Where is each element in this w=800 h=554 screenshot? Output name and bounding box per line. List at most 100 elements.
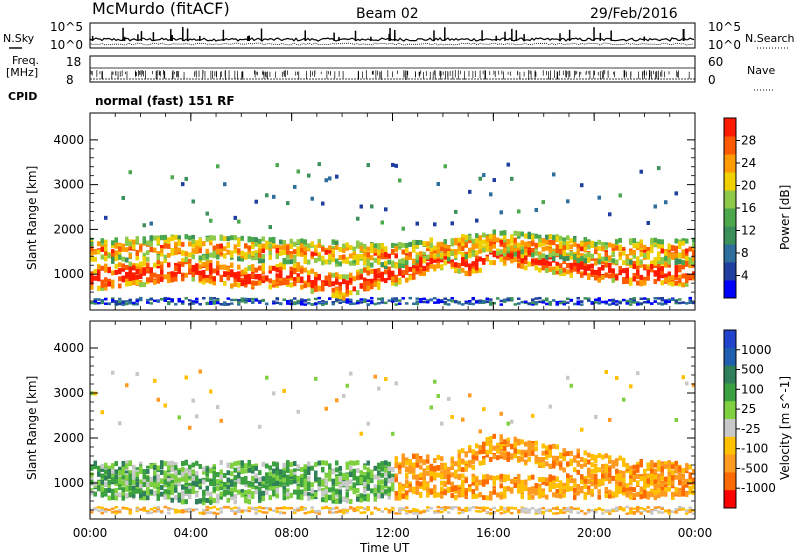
echo-cell bbox=[391, 276, 395, 282]
echo-cell bbox=[261, 265, 265, 271]
echo-cell bbox=[608, 458, 612, 464]
echo-cell bbox=[475, 233, 479, 239]
echo-cell bbox=[608, 265, 612, 271]
echo-cell bbox=[657, 259, 661, 265]
echo-cell bbox=[230, 302, 234, 305]
echo-cell bbox=[604, 467, 608, 473]
echo-cell bbox=[660, 302, 664, 305]
echo-cell bbox=[149, 272, 153, 278]
echo-cell bbox=[261, 461, 265, 467]
echo-cell bbox=[583, 494, 587, 500]
echo-cell bbox=[475, 243, 479, 249]
echo-cell bbox=[447, 477, 451, 483]
echo-cell bbox=[443, 490, 447, 496]
noise-tick-right-top: 10^5 bbox=[708, 20, 741, 34]
echo-cell bbox=[272, 302, 276, 305]
echo-cell bbox=[132, 485, 136, 491]
echo-cell bbox=[440, 300, 444, 303]
echo-cell bbox=[342, 476, 346, 482]
echo-cell bbox=[100, 246, 104, 252]
echo-cell bbox=[566, 199, 570, 204]
echo-cell bbox=[653, 257, 657, 263]
echo-cell bbox=[356, 290, 360, 296]
echo-cell bbox=[457, 449, 461, 455]
echo-cell bbox=[359, 478, 363, 484]
echo-cell bbox=[366, 246, 370, 252]
echo-cell bbox=[177, 297, 181, 301]
echo-cell bbox=[527, 440, 531, 446]
echo-cell bbox=[366, 163, 370, 168]
echo-cell bbox=[461, 511, 465, 514]
echo-cell bbox=[489, 237, 493, 243]
echo-cell bbox=[363, 511, 367, 514]
echo-cell bbox=[611, 268, 615, 274]
echo-cell bbox=[286, 259, 290, 265]
echo-cell bbox=[195, 475, 199, 481]
noise-tick-right-bottom: 10^0 bbox=[708, 38, 741, 52]
echo-cell bbox=[408, 266, 412, 272]
echo-cell bbox=[566, 297, 570, 301]
echo-cell bbox=[205, 508, 209, 512]
echo-cell bbox=[118, 262, 122, 268]
echo-cell bbox=[90, 510, 94, 514]
echo-cell bbox=[657, 272, 661, 278]
echo-cell bbox=[275, 267, 279, 273]
echo-cell bbox=[114, 253, 118, 259]
noise-trace bbox=[89, 27, 695, 46]
echo-cell bbox=[100, 466, 104, 472]
echo-cell bbox=[492, 229, 496, 235]
echo-cell bbox=[660, 239, 664, 245]
echo-cell bbox=[139, 298, 143, 302]
echo-cell bbox=[625, 273, 629, 279]
echo-cell bbox=[293, 461, 297, 467]
echo-cell bbox=[107, 253, 111, 259]
echo-cell bbox=[149, 241, 153, 247]
echo-cell bbox=[531, 235, 535, 241]
echo-cell bbox=[237, 277, 241, 283]
echo-cell bbox=[517, 209, 521, 214]
echo-cell bbox=[156, 259, 160, 265]
echo-cell bbox=[104, 475, 108, 481]
echo-cell bbox=[573, 238, 577, 244]
echo-cell bbox=[394, 303, 398, 306]
echo-cell bbox=[111, 492, 115, 498]
echo-cell bbox=[216, 508, 220, 511]
echo-cell bbox=[405, 494, 409, 500]
echo-cell bbox=[513, 480, 517, 486]
echo-cell bbox=[275, 488, 279, 494]
echo-cell bbox=[580, 456, 584, 462]
label-n-sky: N.Sky bbox=[3, 32, 35, 45]
echo-cell bbox=[254, 273, 258, 279]
echo-cell bbox=[321, 246, 325, 252]
echo-cell bbox=[527, 446, 531, 452]
echo-cell bbox=[527, 242, 531, 248]
echo-cell bbox=[671, 281, 675, 287]
echo-cell bbox=[156, 488, 160, 494]
echo-cell bbox=[223, 481, 227, 487]
echo-cell bbox=[338, 465, 342, 471]
echo-cell bbox=[604, 262, 608, 268]
echo-cell bbox=[296, 507, 300, 510]
echo-cell bbox=[524, 241, 528, 247]
echo-cell bbox=[447, 486, 451, 492]
echo-cell bbox=[111, 283, 115, 289]
echo-cell bbox=[167, 252, 171, 258]
echo-cell bbox=[534, 207, 538, 212]
echo-cell bbox=[569, 267, 573, 273]
echo-cell bbox=[268, 471, 272, 477]
echo-cell bbox=[135, 371, 139, 376]
echo-cell bbox=[132, 464, 136, 470]
echo-cell bbox=[314, 510, 318, 513]
echo-cell bbox=[391, 270, 395, 276]
echo-cell bbox=[471, 241, 475, 247]
echo-cell bbox=[331, 281, 335, 287]
echo-cell bbox=[188, 241, 192, 247]
echo-cell bbox=[401, 507, 405, 510]
echo-cell bbox=[300, 473, 304, 479]
echo-cell bbox=[377, 386, 381, 391]
echo-cell bbox=[363, 488, 367, 494]
echo-cell bbox=[338, 483, 342, 489]
echo-cell bbox=[422, 271, 426, 277]
echo-cell bbox=[510, 253, 514, 259]
freq-tick-top: 18 bbox=[66, 55, 81, 69]
